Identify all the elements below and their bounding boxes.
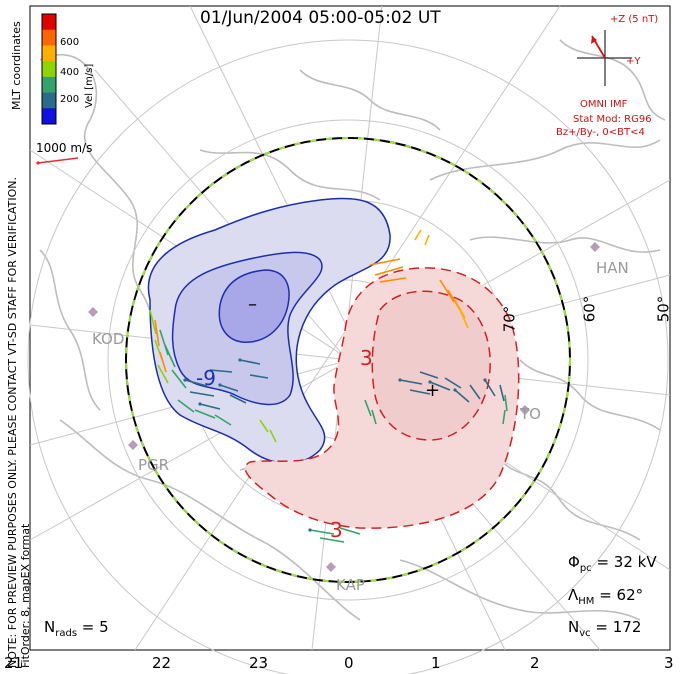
contour-label-positive-lower: 3 — [330, 518, 343, 542]
latitude-label-60: 60° — [580, 295, 599, 323]
colorbar-border — [41, 13, 57, 125]
station-label-kod: KOD — [92, 330, 125, 348]
station-label-pgr: PGR — [138, 456, 170, 474]
station-label-to: TO — [520, 405, 541, 423]
mlt-tick-0: 0 — [344, 654, 354, 672]
colorbar-tick-400: 400 — [60, 67, 80, 78]
negative-potential-cell — [147, 197, 391, 464]
colorbar-swatch — [42, 29, 56, 46]
preview-note: NOTE: FOR PREVIEW PURPOSES ONLY. PLEASE … — [6, 177, 32, 668]
latitude-label-70: 70° — [500, 305, 519, 333]
lambda-hm-stat: ΛHM = 62° — [568, 586, 644, 607]
n-rads-value: 5 — [99, 618, 109, 636]
mlt-tick-23: 23 — [249, 654, 269, 672]
station-label-kap: KAP — [336, 576, 365, 594]
positive-potential-cell — [244, 267, 520, 529]
latitude-label-50: 50° — [654, 295, 673, 323]
mlt-tick-3: 3 — [664, 654, 674, 672]
mlt-tick-21: 21 — [4, 654, 24, 672]
hm-boundary-dash — [125, 137, 571, 583]
imf-y-label: +Y — [626, 56, 641, 67]
n-vc-value: 172 — [612, 618, 642, 636]
vector-origins — [183, 358, 487, 532]
colorbar-swatch — [42, 92, 56, 109]
colorbar-label: Vel [m/s] — [84, 63, 95, 108]
colorbar-swatch — [42, 61, 56, 78]
velocity-vectors — [149, 229, 508, 543]
colorbar-swatch — [42, 76, 56, 94]
phi-pc-value: 32 kV — [613, 553, 657, 571]
colorbar-swatch — [42, 45, 56, 62]
colorbar-swatch — [42, 14, 56, 31]
mlt-tick-1: 1 — [431, 654, 441, 672]
coordinates-label: MLT coordinates — [10, 21, 23, 110]
n-rads-stat: Nrads = 5 — [44, 618, 109, 639]
phi-pc-stat: Φpc = 32 kV — [568, 553, 657, 574]
preview-note-line1: NOTE: FOR PREVIEW PURPOSES ONLY. PLEASE … — [6, 176, 19, 668]
colorbar-swatch — [42, 108, 56, 125]
fit-order-line: FitOrder: 8, mapEX format — [19, 523, 32, 668]
imf-model-line2: Bz+/By-, 0<BT<4 — [556, 127, 645, 138]
colorbar-tick-600: 600 — [60, 37, 80, 48]
scale-label: 1000 m/s — [36, 141, 93, 155]
colorbar-tick-200: 200 — [60, 94, 80, 105]
imf-source-label: OMNI IMF — [580, 99, 628, 110]
contour-label-positive-upper: 3 — [360, 346, 373, 370]
contour-label-negative: -9 — [196, 366, 216, 390]
imf-z-label: +Z (5 nT) — [610, 14, 659, 25]
potential-max-mark: + — [425, 380, 441, 401]
station-markers — [88, 242, 600, 572]
potential-min-mark: – — [248, 294, 257, 315]
imf-model-line1: Stat Mod: RG96 — [573, 114, 652, 125]
mlt-tick-2: 2 — [530, 654, 540, 672]
imf-dial — [577, 30, 632, 86]
scale-vector — [37, 157, 79, 164]
n-vc-stat: Nvc = 172 — [568, 618, 642, 639]
colorbar — [41, 13, 57, 125]
map-title: 01/Jun/2004 05:00-05:02 UT — [200, 8, 441, 28]
lambda-hm-value: 62° — [616, 586, 644, 604]
mlt-tick-22: 22 — [152, 654, 172, 672]
station-label-han: HAN — [596, 259, 629, 277]
